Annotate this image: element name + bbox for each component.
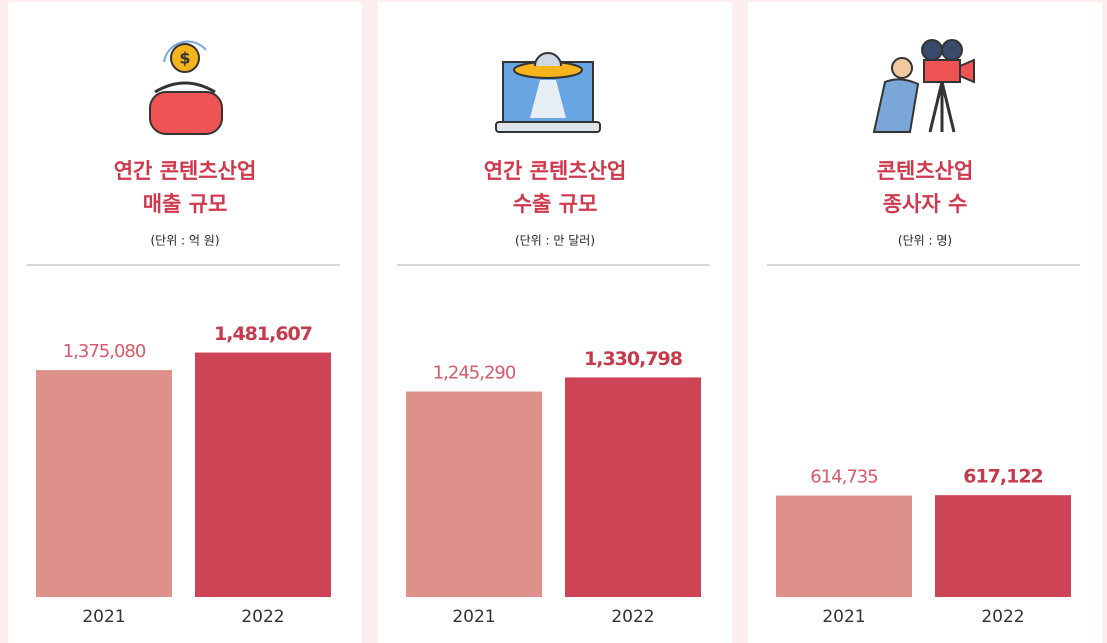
panel-title: 연간 콘텐츠산업 <box>114 159 257 183</box>
value-label: 1,245,290 <box>433 363 516 384</box>
bar <box>195 352 331 597</box>
x-tick-label: 2021 <box>452 607 495 627</box>
value-label: 617,122 <box>963 466 1043 488</box>
panel-title: 종사자 수 <box>883 192 968 216</box>
value-label: 1,481,607 <box>214 323 312 345</box>
panel-title: 매출 규모 <box>143 192 228 216</box>
panel-title: 수출 규모 <box>513 192 598 216</box>
bar <box>565 377 701 597</box>
svg-text:$: $ <box>179 49 190 68</box>
x-tick-label: 2022 <box>981 607 1024 627</box>
panel-title: 콘텐츠산업 <box>877 159 974 183</box>
bar <box>776 495 912 597</box>
camera-icon <box>872 39 975 133</box>
x-tick-label: 2021 <box>822 607 865 627</box>
value-label: 614,735 <box>810 467 877 488</box>
laptop-icon <box>495 52 601 133</box>
panel-title: 연간 콘텐츠산업 <box>484 159 627 183</box>
bar <box>36 370 172 597</box>
unit-label: (단위 : 명) <box>898 234 952 248</box>
unit-label: (단위 : 만 달러) <box>515 234 595 248</box>
x-tick-label: 2022 <box>241 607 284 627</box>
value-label: 1,375,080 <box>63 341 146 362</box>
unit-label: (단위 : 억 원) <box>150 234 219 248</box>
bar <box>935 495 1071 597</box>
x-tick-label: 2022 <box>611 607 654 627</box>
x-tick-label: 2021 <box>82 607 125 627</box>
bar <box>406 391 542 597</box>
value-label: 1,330,798 <box>584 348 683 370</box>
purse-icon: $ <box>149 40 223 135</box>
